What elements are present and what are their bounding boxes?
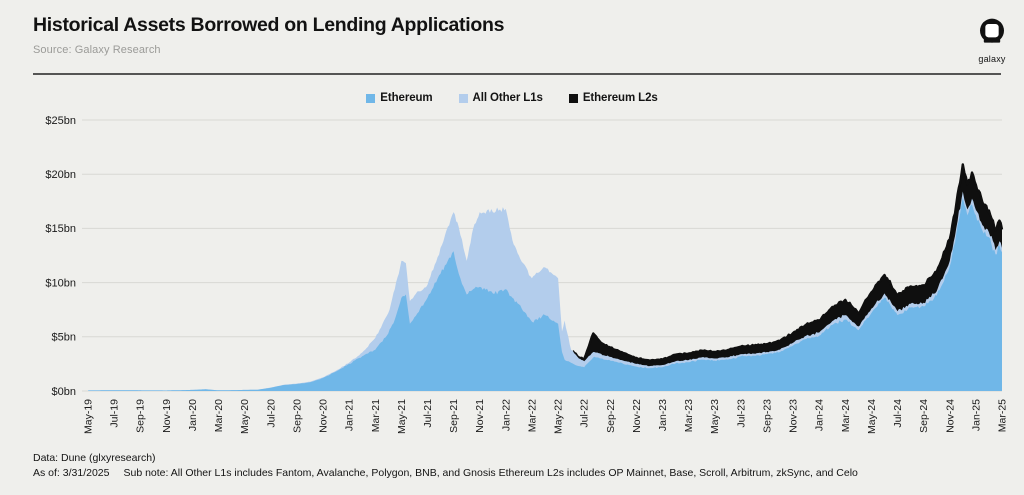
x-axis-label: Jul-22 (579, 399, 591, 428)
x-axis-label: Jul-23 (735, 399, 747, 428)
y-axis-label: $15bn (45, 223, 76, 235)
galaxy-logo-text: galaxy (978, 54, 1006, 64)
x-axis-label: Jan-24 (814, 399, 826, 431)
y-axis-label: $20bn (45, 169, 76, 181)
legend-item-all-other-l1s: All Other L1s (458, 92, 543, 104)
x-axis-label: May-19 (83, 399, 95, 434)
x-axis-label: May-20 (239, 399, 251, 434)
legend-label: All Other L1s (472, 92, 543, 104)
x-axis-label: Nov-19 (161, 399, 173, 433)
area-all-other-l1s (88, 191, 1002, 391)
x-axis-label: Sep-20 (291, 399, 303, 433)
legend-swatch-ethereum (366, 93, 376, 103)
x-axis-label: Mar-25 (997, 399, 1009, 432)
chart-legend: Ethereum All Other L1s Ethereum L2s (0, 92, 1024, 104)
x-axis-label: May-24 (866, 399, 878, 434)
line-ethereum-l2s (571, 163, 1004, 362)
x-axis-label: Jan-23 (657, 399, 669, 431)
x-axis-label: Jan-20 (187, 399, 199, 431)
source-label: Source: Galaxy Research (33, 44, 161, 56)
x-axis-label: Nov-20 (318, 399, 330, 433)
y-axis-label: $0bn (52, 386, 76, 398)
x-axis-label: Jan-21 (344, 399, 356, 431)
x-axis-label: Sep-21 (448, 399, 460, 433)
x-axis-label: Sep-19 (135, 399, 147, 433)
footer-notes: As of: 3/31/2025 Sub note: All Other L1s … (33, 467, 858, 479)
stacked-area-chart: $0bn $5bn $10bn $15bn $20bn $25bn May-19 Jul-19… (45, 115, 1009, 434)
galaxy-logo: galaxy (968, 16, 1016, 64)
header-divider (33, 73, 1001, 75)
footer-sub-note: Sub note: All Other L1s includes Fantom,… (123, 467, 858, 479)
x-axis-label: Jan-25 (970, 399, 982, 431)
legend-label: Ethereum (380, 92, 433, 104)
footer-data-source: Data: Dune (glxyresearch) (33, 452, 156, 464)
x-axis-label: Jul-24 (892, 399, 904, 428)
x-axis-label: Sep-23 (761, 399, 773, 433)
x-axis-label: Mar-23 (683, 399, 695, 432)
x-axis-label: Nov-24 (944, 399, 956, 433)
legend-swatch-ethereum-l2s (568, 93, 578, 103)
x-axis-label: Mar-22 (526, 399, 538, 432)
x-axis-label: Nov-21 (474, 399, 486, 433)
x-axis-label: Mar-20 (213, 399, 225, 432)
x-axis-label: Jul-20 (265, 399, 277, 428)
legend-item-ethereum-l2s: Ethereum L2s (568, 92, 658, 104)
x-axis-label: May-22 (553, 399, 565, 434)
y-axis-label: $25bn (45, 115, 76, 127)
x-axis-label: Sep-22 (605, 399, 617, 433)
page-title: Historical Assets Borrowed on Lending Ap… (33, 14, 505, 36)
x-axis-label: May-21 (396, 399, 408, 434)
x-axis-label: Mar-21 (370, 399, 382, 432)
galaxy-logo-icon (976, 16, 1008, 53)
x-axis-label: Nov-23 (788, 399, 800, 433)
x-axis-label: Sep-24 (918, 399, 930, 433)
y-axis-label: $5bn (52, 332, 76, 344)
x-axis-label: Jul-19 (109, 399, 121, 428)
legend-swatch-all-other-l1s (458, 93, 468, 103)
x-axis-label: Jan-22 (500, 399, 512, 431)
legend-item-ethereum: Ethereum (366, 92, 433, 104)
legend-label: Ethereum L2s (582, 92, 658, 104)
footer-as-of: As of: 3/31/2025 (33, 467, 110, 479)
x-axis-label: May-23 (709, 399, 721, 434)
y-axis-label: $10bn (45, 277, 76, 289)
x-axis-label: Jul-21 (422, 399, 434, 428)
x-axis-label: Nov-22 (631, 399, 643, 433)
x-axis-label: Mar-24 (840, 399, 852, 432)
area-ethereum (88, 198, 1002, 391)
